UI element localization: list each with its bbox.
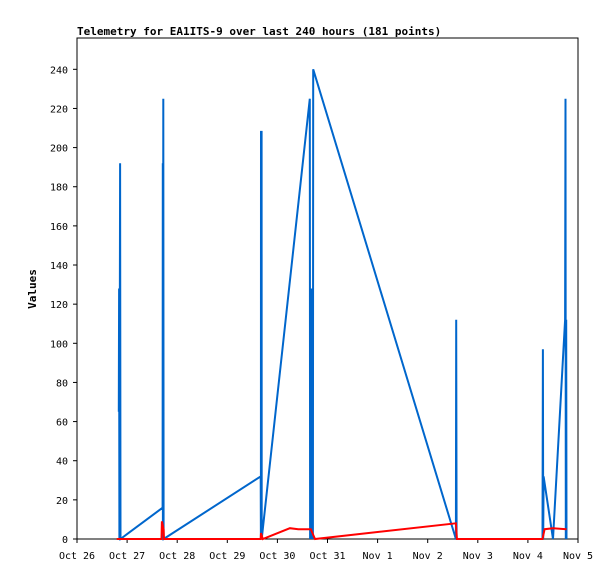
series-line-red: [116, 521, 567, 541]
x-tick-label: Nov 2: [413, 551, 443, 562]
series-line-blue: [117, 69, 568, 541]
x-tick-label: Oct 26: [59, 551, 95, 562]
x-tick-label: Oct 27: [109, 551, 145, 562]
y-axis-label: Values: [26, 269, 39, 309]
y-tick-label: 160: [50, 222, 68, 233]
x-tick-label: Nov 3: [463, 551, 493, 562]
x-tick-label: Oct 30: [259, 551, 295, 562]
y-tick-label: 40: [56, 457, 68, 468]
y-axis: 0 20 40 60 80 100 120 140 160 180 200 220 240: [50, 65, 77, 546]
x-tick-label: Nov 1: [363, 551, 393, 562]
x-tick-label: Nov 4: [513, 551, 543, 562]
y-tick-label: 0: [62, 535, 68, 546]
y-tick-label: 100: [50, 339, 68, 350]
x-tick-label: Oct 28: [159, 551, 195, 562]
y-tick-label: 220: [50, 104, 68, 115]
x-tick-label: Nov 5: [563, 551, 593, 562]
y-tick-label: 20: [56, 496, 68, 507]
y-tick-label: 80: [56, 378, 68, 389]
x-tick-label: Oct 29: [209, 551, 245, 562]
x-axis: Oct 26 Oct 27 Oct 28 Oct 29 Oct 30 Oct 31 Nov …: [59, 539, 593, 562]
chart-title: Telemetry for EA1ITS-9 over last 240 hou…: [77, 25, 441, 38]
y-tick-label: 240: [50, 65, 68, 76]
y-tick-label: 140: [50, 261, 68, 272]
y-tick-label: 180: [50, 183, 68, 194]
y-tick-label: 60: [56, 418, 68, 429]
y-tick-label: 200: [50, 144, 68, 155]
x-tick-label: Oct 31: [309, 551, 345, 562]
series-layer: [116, 69, 568, 541]
y-tick-label: 120: [50, 300, 68, 311]
